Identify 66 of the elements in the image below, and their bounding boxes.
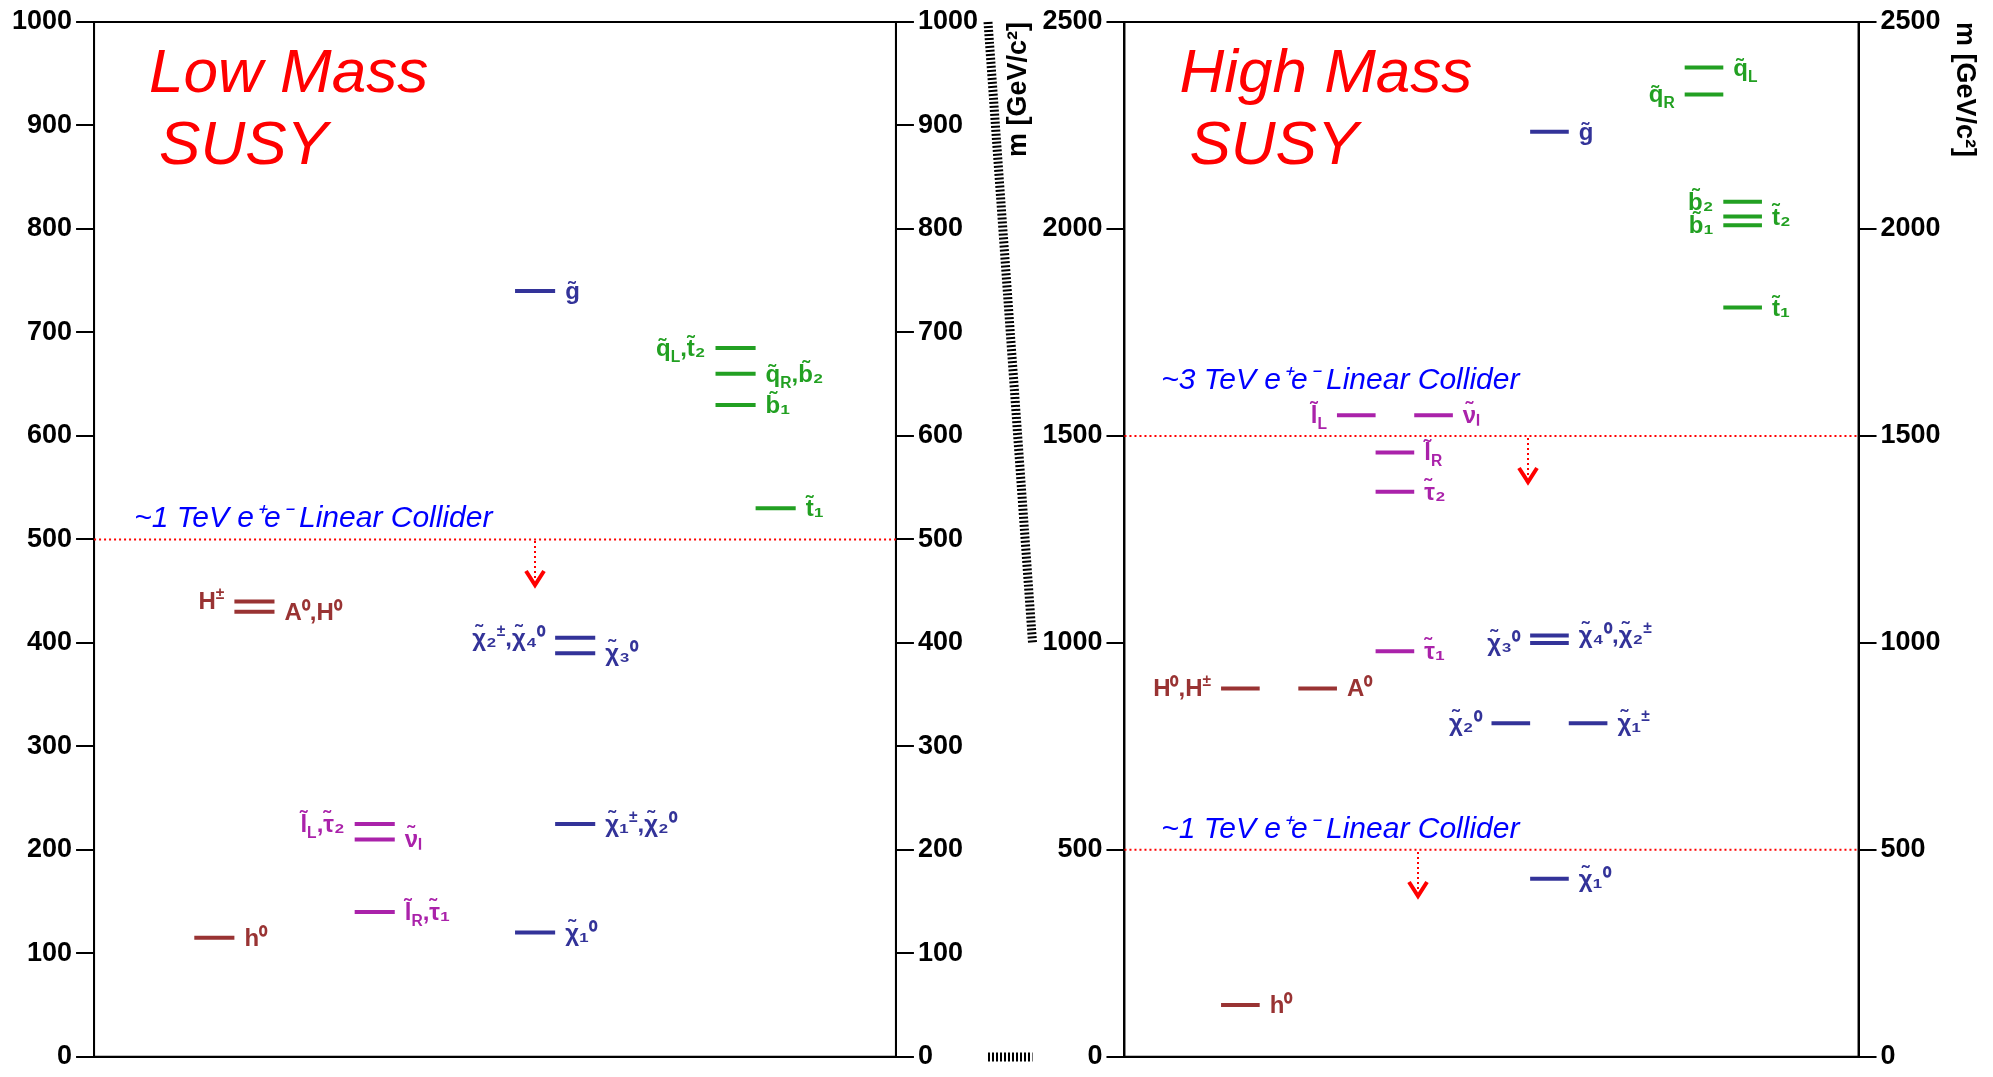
y-tick-label: 300: [27, 729, 73, 760]
y-tick-label: 0: [57, 1040, 73, 1071]
series-label: A⁰,H⁰: [284, 597, 343, 625]
y2-tick-label: 400: [917, 626, 963, 657]
series-label: χ̃₁±,χ̃₂⁰: [605, 807, 678, 837]
series-label: t̃₁: [805, 494, 824, 522]
y2-tick-label: 500: [917, 522, 963, 553]
series-label: χ̃₃⁰: [1487, 628, 1522, 656]
y-tick-label: 2500: [1042, 5, 1103, 36]
y2-tick-label: 2000: [1880, 212, 1941, 243]
y2-tick-label: 500: [1880, 833, 1926, 864]
text: Low Mass SUSY: [149, 36, 429, 177]
series-label: t̃₁: [1771, 293, 1790, 321]
series-label: b̃₁: [765, 390, 791, 418]
y2-tick-label: 1500: [1880, 419, 1941, 450]
y-tick-label: 0: [1087, 1040, 1103, 1071]
y-tick-label: 800: [27, 212, 73, 243]
y2-tick-label: 1000: [917, 5, 979, 36]
y2-tick-label: 1000: [1880, 626, 1941, 657]
y2-axis-title: m [GeV/c²]: [1951, 22, 1982, 158]
y2-tick-label: 600: [917, 419, 963, 450]
y-tick-label: 100: [27, 936, 73, 967]
y2-tick-label: 100: [917, 936, 963, 967]
series-label: χ̃₂⁰: [1449, 709, 1483, 737]
y-tick-label: 700: [27, 315, 73, 346]
series-label: g̃: [565, 277, 580, 305]
ref-line-label: ~1 TeV e⁺e⁻ Linear Collider: [1161, 810, 1521, 844]
y-tick-label: 1000: [1042, 626, 1103, 657]
series-label: h⁰: [1269, 991, 1294, 1019]
series-label: H⁰,H±: [1153, 672, 1212, 702]
series-label: b̃₁: [1688, 211, 1714, 239]
series-label: h⁰: [244, 923, 269, 951]
y-tick-label: 400: [27, 626, 73, 657]
series-label: χ̃₁⁰: [1578, 864, 1612, 892]
y-tick-label: 200: [27, 833, 73, 864]
series-label: g̃: [1578, 117, 1594, 145]
y-tick-label: 900: [27, 108, 73, 139]
series-label: χ̃₁⁰: [565, 918, 598, 946]
y2-tick-label: 300: [917, 729, 963, 760]
y-tick-label: 1000: [11, 5, 73, 36]
series-label: χ̃₄⁰,χ̃₂±: [1578, 619, 1653, 649]
y-tick-label: 600: [27, 419, 73, 450]
y-tick-label: 2000: [1042, 212, 1103, 243]
y-tick-label: 1500: [1042, 419, 1103, 450]
series-label: χ̃₁±: [1617, 707, 1651, 737]
series-label: χ̃₂±,χ̃₄⁰: [472, 621, 547, 651]
y2-tick-label: 900: [917, 108, 963, 139]
series-label: A⁰: [1346, 674, 1374, 702]
y2-tick-label: 700: [917, 315, 963, 346]
ref-line-label: ~1 TeV e⁺e⁻ Linear Collider: [134, 500, 494, 534]
y2-tick-label: 0: [1880, 1040, 1896, 1071]
y-tick-label: 500: [27, 522, 73, 553]
text: High Mass SUSY: [1179, 36, 1473, 177]
series-label: χ̃₃⁰: [605, 639, 640, 667]
y2-tick-label: 800: [917, 212, 963, 243]
series-label: ν̃ₗ: [1462, 401, 1481, 429]
ref-line-label: ~3 TeV e⁺e⁻ Linear Collider: [1161, 361, 1521, 395]
series-label: τ̃₁: [1423, 637, 1445, 665]
y2-tick-label: 2500: [1880, 5, 1941, 36]
series-label: H±: [198, 585, 225, 615]
series-label: ν̃ₗ: [404, 825, 423, 853]
series-label: τ̃₂: [1423, 477, 1446, 505]
y2-tick-label: 200: [917, 833, 963, 864]
y-tick-label: 500: [1057, 833, 1103, 864]
y2-tick-label: 0: [917, 1040, 933, 1071]
series-label: t̃₂: [1771, 202, 1791, 230]
